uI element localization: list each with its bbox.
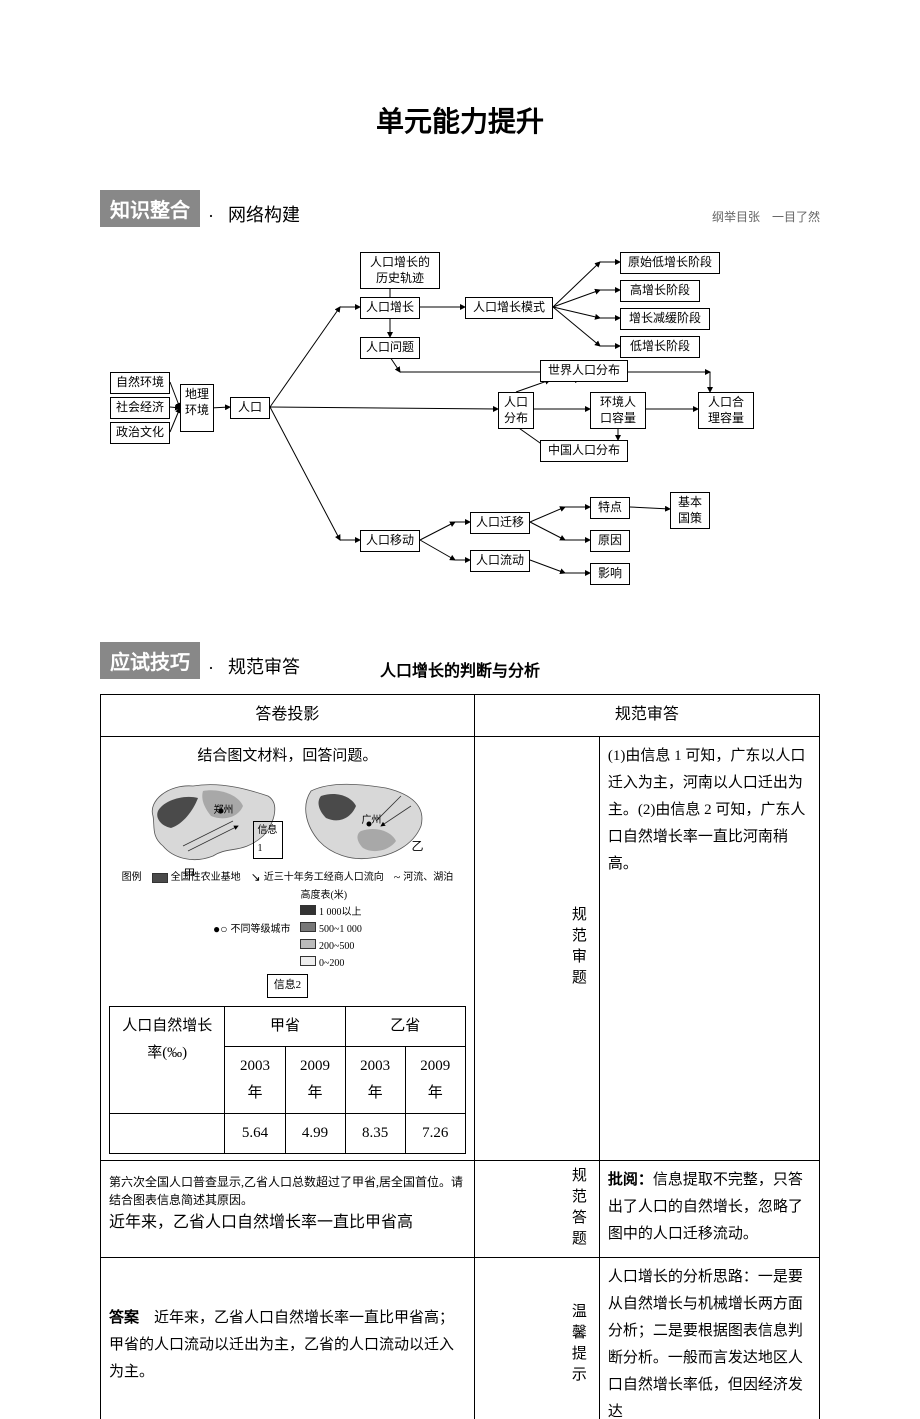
projection-cell-2: 第六次全国人口普查显示,乙省人口总数超过了甲省,居全国首位。请结合图表信息简述其… [101,1161,475,1258]
flowchart-node: 社会经济 [110,397,170,419]
row2-answer: 批阅：信息提取不完整，只答出了人口的自然增长，忽略了图中的人口迁移流动。 [599,1161,819,1258]
flowchart-node: 人口增长 [360,297,420,319]
flowchart-node: 原始低增长阶段 [620,252,720,274]
flowchart-node: 基本国策 [670,492,710,529]
table-row: 答案 近年来，乙省人口自然增长率一直比甲省高；甲省的人口流动以迁出为主，乙省的人… [101,1258,820,1419]
legend-item: 全国性农业基地 [171,871,241,884]
dot: · [208,206,214,227]
map-jia: 郑州 甲 信息1 [143,776,283,866]
flowchart-node: 人口合理容量 [698,392,754,429]
value: 7.26 [405,1114,465,1154]
flowchart-node: 影响 [590,563,630,585]
year: 2009 年 [285,1047,345,1114]
section1-header: 知识整合 · 网络构建 纲举目张 一目了然 [100,190,820,227]
map-jia-label: 甲 [183,864,195,886]
info2-badge: 信息2 [267,974,309,998]
row2-vlabel: 规范答题 [474,1161,599,1258]
section1-caption: 纲举目张 一目了然 [712,208,820,227]
flowchart-node: 人口迁移 [470,512,530,534]
flowchart-node: 人口分布 [498,392,534,429]
flowchart: 自然环境社会经济政治文化地理环境人口 人口增长 人口增长的历史轨迹人口问题 人口增长模… [100,242,820,602]
flowchart-node: 自然环境 [110,372,170,394]
legend-item: 近三十年务工经商人口流向 [264,871,384,884]
table-row: 第六次全国人口普查显示,乙省人口总数超过了甲省,居全国首位。请结合图表信息简述其… [101,1161,820,1258]
flowchart-node: 人口增长的历史轨迹 [360,252,440,289]
row1-answer: (1)由信息 1 可知，广东以人口迁入为主，河南以人口迁出为主。(2)由信息 2… [599,736,819,1160]
city-label: 广州 [361,812,381,830]
section2-sub: 规范审答 [228,653,300,679]
row1-vlabel: 规范审题 [474,736,599,1160]
flowchart-node: 政治文化 [110,422,170,444]
map-yi-label: 乙 [411,836,423,858]
section2-subtitle: 人口增长的判断与分析 [380,657,540,681]
map-area: 郑州 甲 信息1 广州 [109,776,466,1154]
flowchart-node: 人口增长模式 [465,297,553,319]
dot: · [208,658,214,679]
prompt-text: 结合图文材料，回答问题。 [109,743,466,770]
answer-label: 答案 [109,1310,139,1326]
flowchart-node: 世界人口分布 [540,360,628,382]
inner-yi: 乙省 [345,1007,465,1047]
final-answer: 近年来，乙省人口自然增长率一直比甲省高；甲省的人口流动以迁出为主，乙省的人口流动… [109,1310,454,1380]
map-legend: 图例 全国性农业基地 ↘近三十年务工经商人口流向 ~河流、湖泊 ●○不同等级城市… [109,870,466,971]
row3-vlabel: 温馨提示 [474,1258,599,1419]
map-yi: 广州 乙 [291,776,431,866]
row3-answer: 人口增长的分析思路：一是要从自然增长与机械增长两方面分析；二是要根据图表信息判断… [599,1258,819,1419]
year: 2003 年 [225,1047,285,1114]
flowchart-node: 人口流动 [470,550,530,572]
flowchart-node: 原因 [590,530,630,552]
growth-rate-table: 人口自然增长率(‰) 甲省 乙省 2003 年 2009 年 2003 年 20… [109,1006,466,1154]
year: 2009 年 [405,1047,465,1114]
legend-label: 图例 [122,870,142,886]
flowchart-node: 环境人口容量 [590,392,646,429]
flowchart-node: 低增长阶段 [620,336,700,358]
legend-item: 河流、湖泊 [403,871,453,884]
section1-label: 知识整合 [100,190,200,227]
inner-jia: 甲省 [225,1007,345,1047]
col2-header: 规范审答 [474,695,819,737]
section1-sub: 网络构建 [228,201,300,227]
info1-badge: 信息1 [253,821,283,859]
flowchart-node: 高增长阶段 [620,280,700,302]
table-header-row: 答卷投影 规范审答 [101,695,820,737]
value: 8.35 [345,1114,405,1154]
page-title: 单元能力提升 [100,100,820,140]
handwritten-answer: 近年来，乙省人口自然增长率一直比甲省高 [109,1209,466,1238]
section2-header: 应试技巧 · 规范审答 人口增长的判断与分析 [100,642,820,679]
flowchart-node: 人口问题 [360,337,420,359]
flowchart-node: 增长减缓阶段 [620,308,710,330]
legend-item: 高度表(米) [300,889,347,902]
city-label: 郑州 [213,802,233,820]
inner-rowhead: 人口自然增长率(‰) [110,1007,225,1114]
flowchart-node: 地理环境 [180,384,214,432]
value: 4.99 [285,1114,345,1154]
flowchart-node: 人口 [230,397,270,419]
value: 5.64 [225,1114,285,1154]
piyu-label: 批阅： [608,1172,653,1188]
flowchart-node: 人口移动 [360,530,420,552]
flowchart-node: 特点 [590,497,630,519]
question-text: 第六次全国人口普查显示,乙省人口总数超过了甲省,居全国首位。请结合图表信息简述其… [109,1173,466,1209]
col1-header: 答卷投影 [101,695,475,737]
projection-cell-1: 结合图文材料，回答问题。 郑州 甲 [101,736,475,1160]
year: 2003 年 [345,1047,405,1114]
projection-cell-3: 答案 近年来，乙省人口自然增长率一直比甲省高；甲省的人口流动以迁出为主，乙省的人… [101,1258,475,1419]
section2-label: 应试技巧 [100,642,200,679]
legend-item: 不同等级城市 [230,923,290,936]
flowchart-node: 中国人口分布 [540,440,628,462]
answer-table: 答卷投影 规范审答 结合图文材料，回答问题。 [100,694,820,1419]
table-row: 结合图文材料，回答问题。 郑州 甲 [101,736,820,1160]
